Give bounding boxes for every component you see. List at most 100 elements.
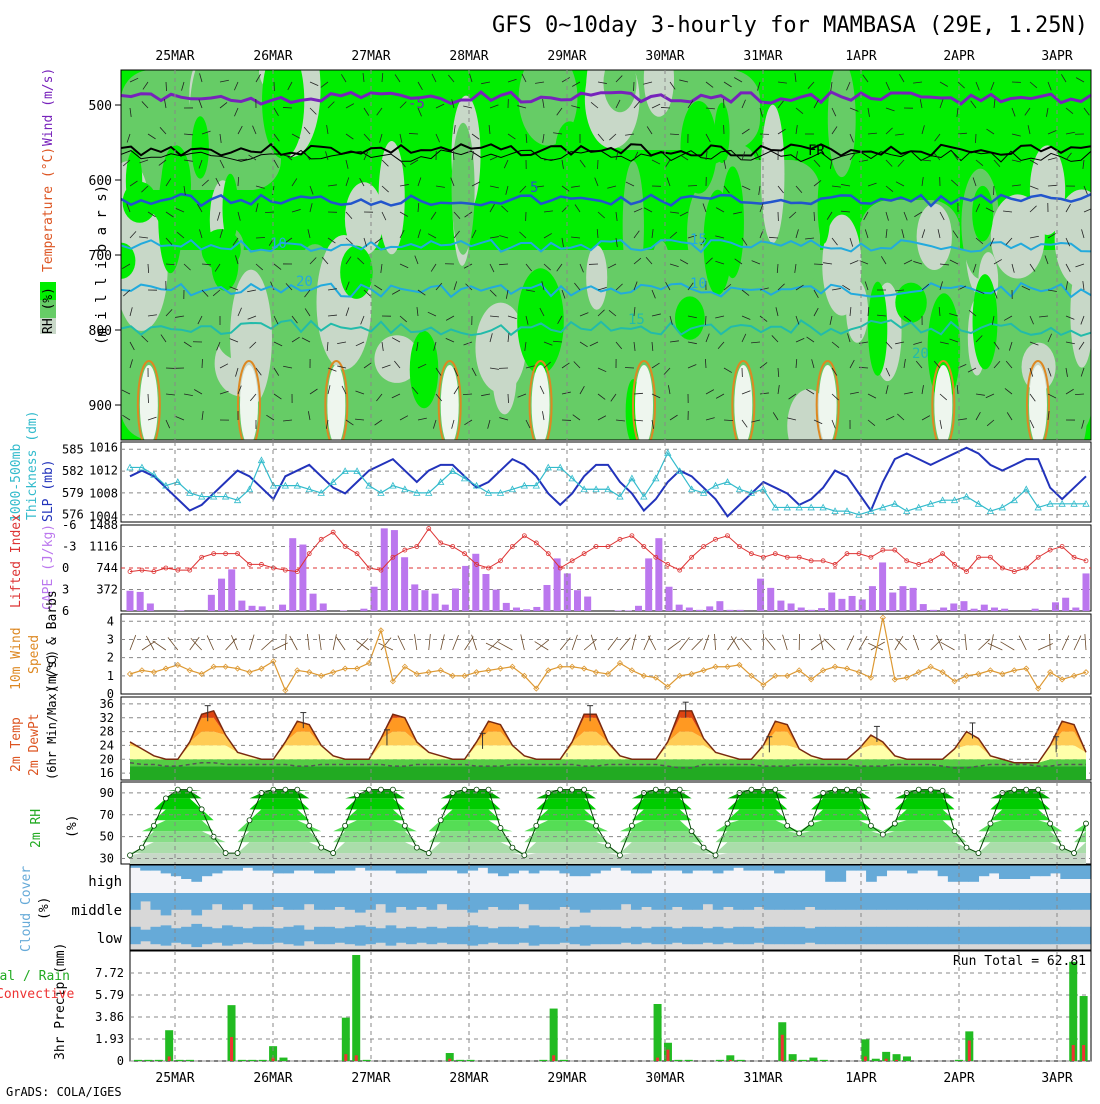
- rh2m-point: [785, 823, 790, 828]
- cloud-middle-bar: [662, 893, 673, 910]
- cloud-low-bar: [1019, 927, 1030, 944]
- top-date-label: 26MAR: [253, 49, 292, 64]
- wind10m-axis-label: 10m Wind: [9, 627, 24, 690]
- cloud-low-bar: [457, 927, 468, 944]
- rh2m-point: [773, 787, 778, 792]
- wind-barb: [993, 186, 994, 195]
- rh2m-point: [295, 787, 300, 792]
- rh-dry: [1029, 365, 1047, 445]
- rh2m-axis-label: 2m RH: [29, 809, 44, 848]
- cape-bar: [889, 593, 896, 611]
- slp-axis-label: SLP (mb): [41, 459, 56, 522]
- cloud-high-bar: [651, 865, 662, 871]
- rh-moist: [501, 158, 513, 230]
- cloud-low-bar: [150, 927, 161, 944]
- precip-convective-bar: [895, 1060, 898, 1061]
- wind-barb: [409, 133, 418, 134]
- precip-total-bar: [352, 955, 360, 1061]
- cloud-high-bar: [979, 865, 990, 876]
- tick-label: 70: [100, 808, 114, 822]
- cloud-middle-bar: [580, 893, 591, 913]
- cloud-low-bar: [549, 927, 560, 944]
- cloud-high-bar: [232, 865, 243, 871]
- cloud-low-bar: [334, 928, 345, 943]
- cloud-low-bar: [866, 927, 877, 944]
- cloud-high-bar: [437, 865, 448, 871]
- pressure-axis-label: (m i l l i b a r s): [94, 185, 110, 345]
- cloud-low-bar: [938, 927, 949, 944]
- cloud-level-high: high: [88, 874, 122, 890]
- cloud-low-bar: [426, 927, 437, 944]
- precip-total-bar: [674, 1060, 682, 1061]
- rh-moist: [973, 274, 998, 369]
- tick-label: 30: [100, 852, 114, 866]
- rh2m-point: [868, 823, 873, 828]
- top-date-label: 28MAR: [449, 49, 488, 64]
- rh2m-point: [378, 787, 383, 792]
- wind-barb: [625, 367, 634, 368]
- cloud-middle-bar: [641, 893, 652, 907]
- cloud-low-bar: [130, 927, 141, 944]
- rh-dry: [934, 365, 952, 445]
- tick-label: 1116: [89, 540, 118, 554]
- tick-label: -6: [62, 518, 76, 532]
- rh2m-point: [582, 787, 587, 792]
- cloud-low-bar: [958, 927, 969, 944]
- rh-patch: [586, 245, 607, 309]
- cape-bar: [838, 599, 845, 611]
- bottom-date-label: 25MAR: [155, 1071, 194, 1086]
- cape-bar: [950, 603, 957, 611]
- cloud-low-bar: [590, 927, 601, 944]
- cloud-high-bar: [600, 865, 611, 871]
- wind-barb: [166, 82, 167, 91]
- cape-bar: [523, 609, 530, 611]
- top-date-label: 3APR: [1041, 49, 1072, 64]
- cloud-low-bar: [467, 925, 478, 945]
- cloud-high-bar: [416, 865, 427, 873]
- cape-bar: [259, 606, 266, 611]
- cloud-low-bar: [917, 927, 928, 944]
- cloud-middle-bar: [150, 893, 161, 910]
- precip-total-bar: [155, 1060, 163, 1061]
- cloud-high-bar: [795, 865, 806, 871]
- top-date-label: 31MAR: [743, 49, 782, 64]
- tick-label: 500: [89, 99, 112, 114]
- rh-dry: [734, 365, 752, 445]
- cloud-middle-bar: [467, 893, 478, 913]
- cape-bar: [320, 603, 327, 611]
- rh2m-point: [247, 818, 252, 823]
- cloud-level-low: low: [97, 931, 123, 947]
- rh2m-point: [928, 787, 933, 792]
- tick-label: 16: [100, 766, 114, 780]
- cape-bar: [279, 605, 286, 611]
- cloud-middle-bar: [334, 893, 345, 907]
- contour-label: 5: [530, 180, 538, 196]
- tick-label: 50: [100, 830, 114, 844]
- cloud-middle-bar: [283, 893, 294, 910]
- cloud-high-bar: [907, 865, 918, 873]
- thickness-axis-sub: Thickness (dm): [25, 410, 40, 520]
- cloud-low-bar: [927, 927, 938, 944]
- cloud-middle-bar: [621, 893, 632, 904]
- rh2m-point: [486, 787, 491, 792]
- rh2m-point: [845, 787, 850, 792]
- cape-bar: [960, 601, 967, 611]
- cape-bar: [788, 603, 795, 611]
- tick-label: 2: [107, 651, 114, 665]
- cape-bar: [716, 601, 723, 611]
- cloud-middle-bar: [539, 893, 550, 910]
- rh2m-point: [1012, 787, 1017, 792]
- cape-bar: [1062, 598, 1069, 611]
- top-date-label: 27MAR: [351, 49, 390, 64]
- cloud-low-bar: [805, 928, 816, 943]
- tick-label: 744: [96, 561, 118, 575]
- cape-bar: [676, 605, 683, 611]
- contour-label: FR: [808, 143, 825, 159]
- cloud-high-bar: [457, 865, 468, 873]
- rh-moist: [192, 116, 209, 178]
- dewpt2m-axis-label: 2m DewPt: [27, 713, 42, 776]
- cloud-high-bar: [202, 865, 213, 876]
- cloud-low-bar: [324, 927, 335, 944]
- tick-label: 3.86: [95, 1010, 124, 1024]
